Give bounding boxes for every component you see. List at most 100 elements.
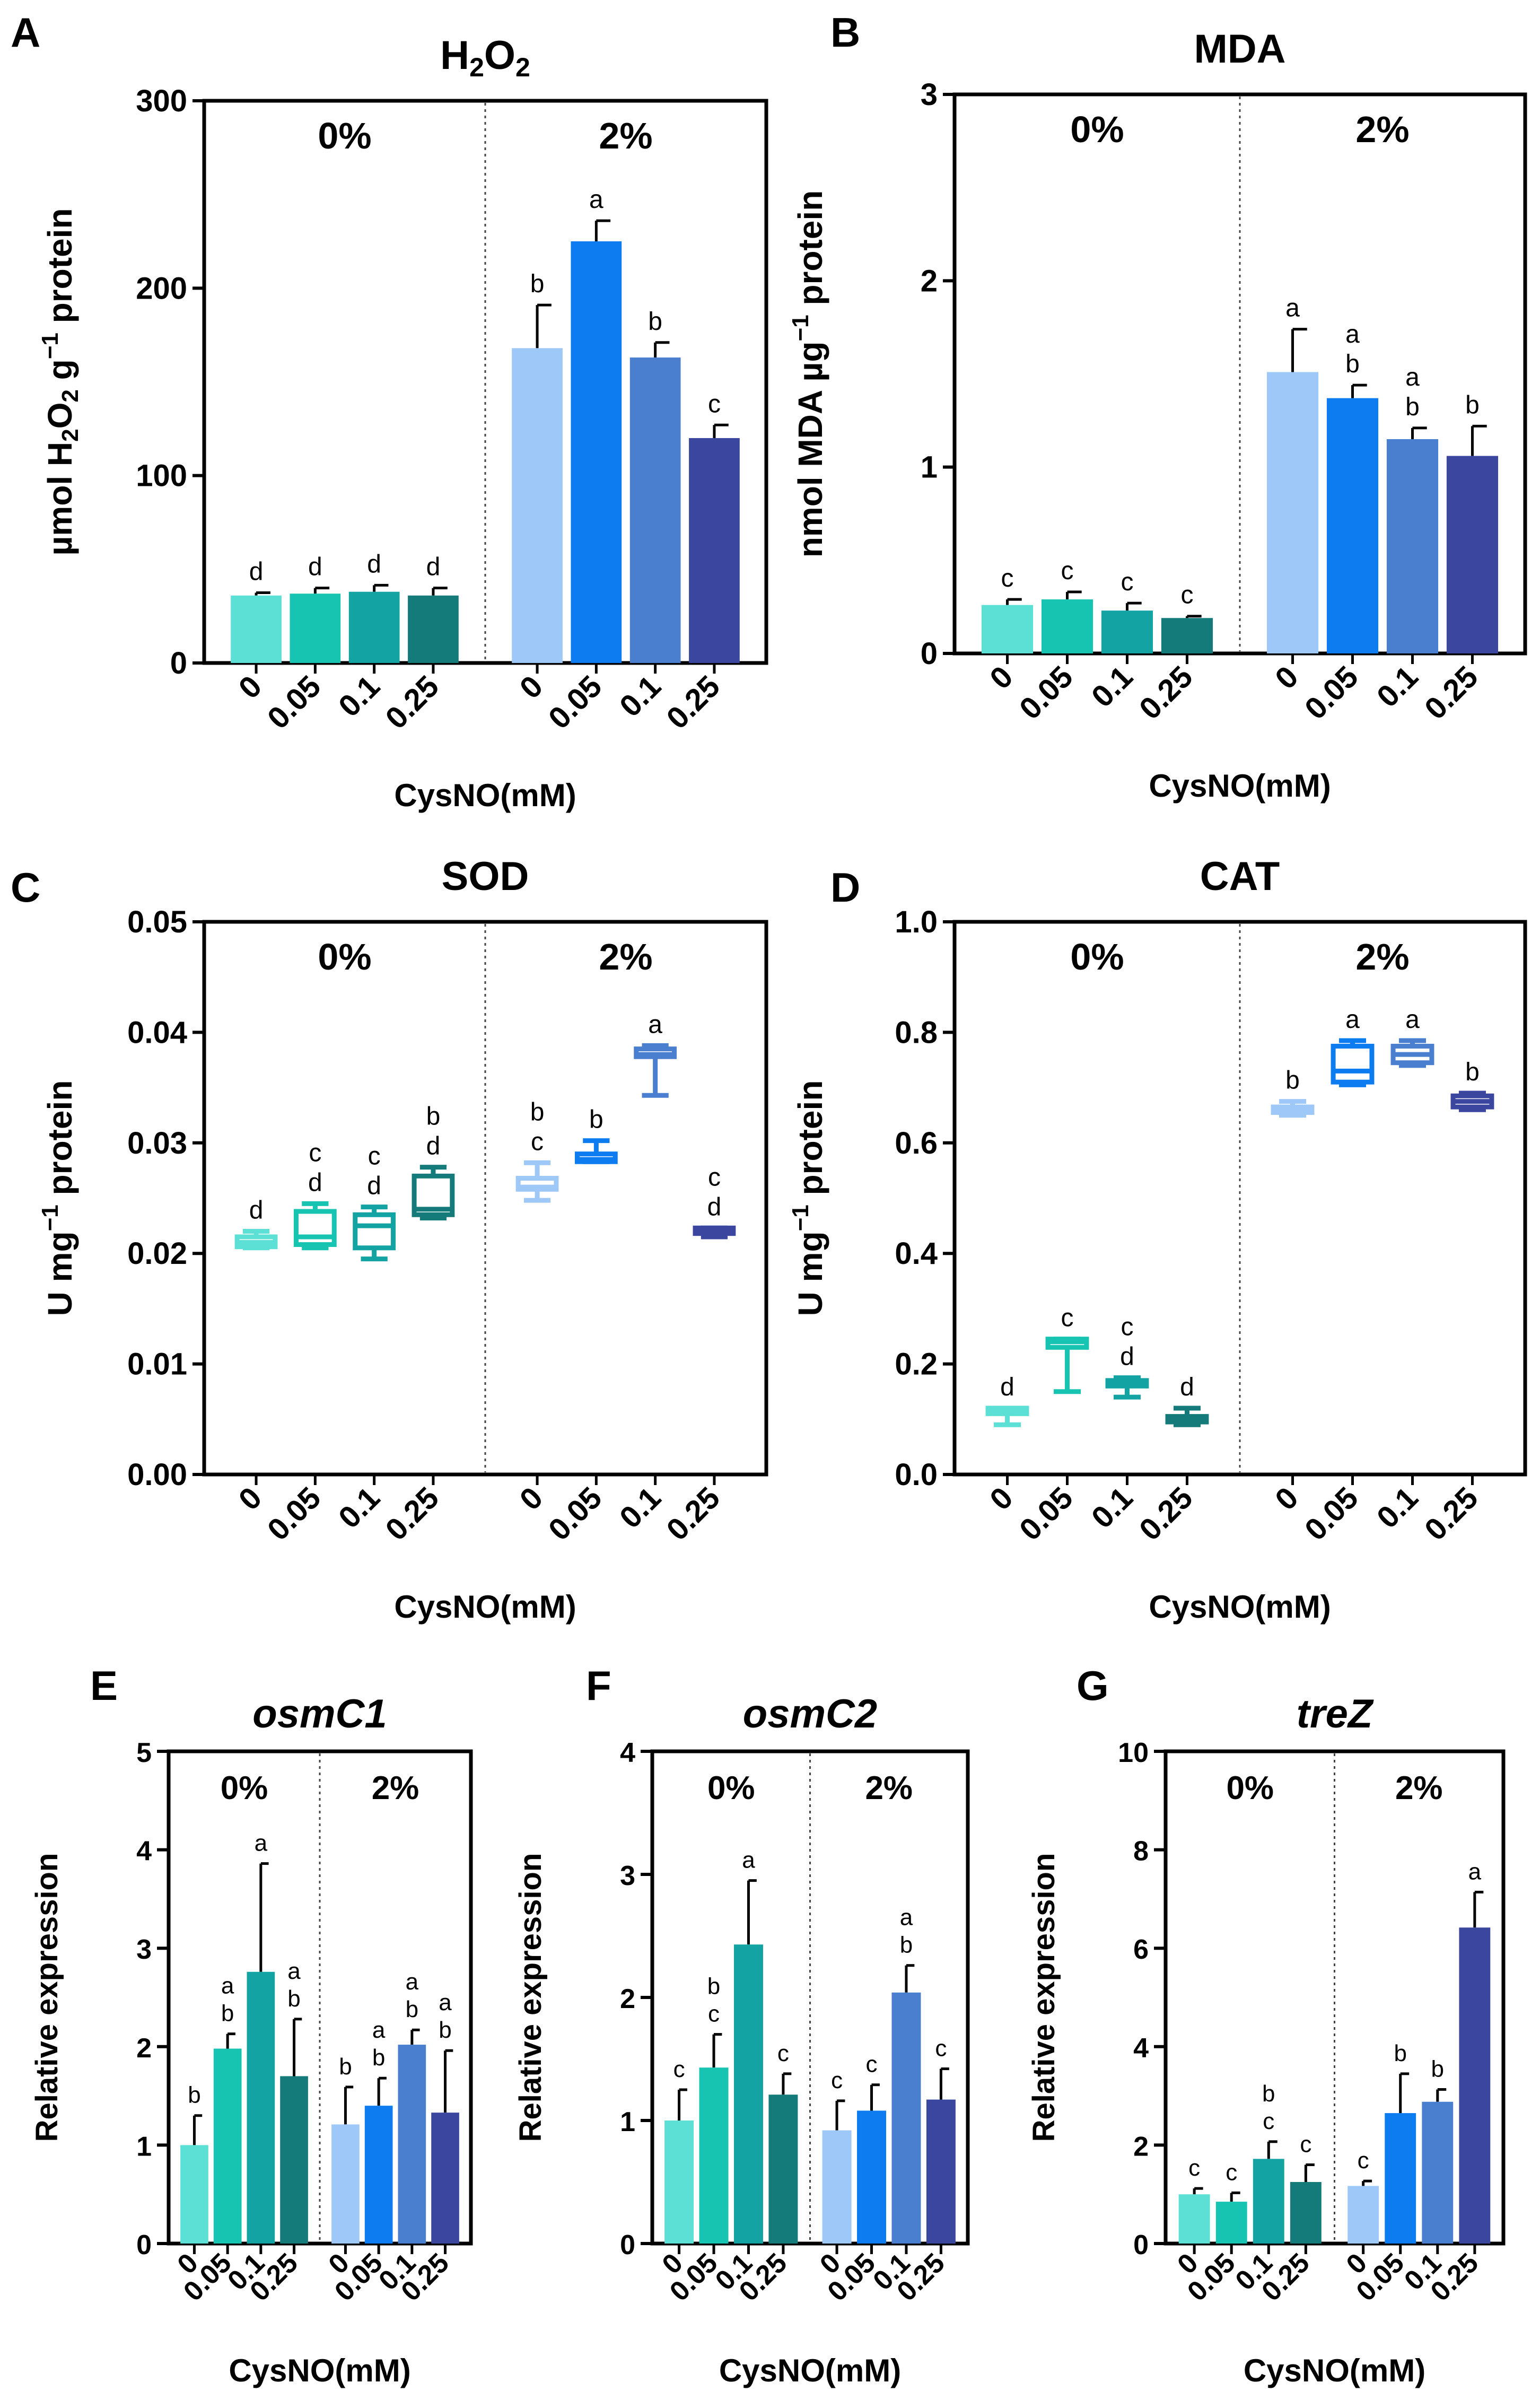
x-tick-label: 0.25 xyxy=(660,1480,727,1547)
plot-frame xyxy=(167,1749,473,2246)
bar xyxy=(768,2094,798,2244)
significance-letter: a xyxy=(1405,363,1420,391)
significance-letter: c xyxy=(708,1163,721,1191)
group-label-0: 0% xyxy=(318,936,371,978)
panel-letter: F xyxy=(586,1662,611,1709)
x-tick-label: 0.25 xyxy=(1418,659,1485,726)
bar xyxy=(1348,2186,1379,2244)
bar xyxy=(1266,372,1319,653)
significance-letter: a xyxy=(439,1989,452,2015)
bar xyxy=(857,2110,887,2244)
y-tick-label: 2 xyxy=(1133,2131,1149,2162)
significance-letter: b xyxy=(1345,350,1360,378)
x-tick-label: 0.05 xyxy=(542,669,609,736)
x-axis-label: CysNO(mM) xyxy=(229,2353,410,2388)
bar xyxy=(364,2106,393,2244)
y-tick-label: 6 xyxy=(1133,1934,1149,1965)
plot-frame xyxy=(650,1749,970,2246)
y-tick-label: 100 xyxy=(136,459,187,493)
significance-letter: b xyxy=(426,1103,441,1131)
y-axis-label: Relative expression xyxy=(30,1853,64,2142)
x-tick-label: 0.25 xyxy=(379,669,445,736)
x-tick-label: 0 xyxy=(513,669,549,705)
significance-letter: b xyxy=(406,1996,418,2022)
y-tick-label: 0 xyxy=(620,2230,635,2261)
y-tick-label: 0.05 xyxy=(127,905,187,939)
y-tick-label: 1 xyxy=(921,450,938,485)
significance-letter: a xyxy=(406,1969,419,1995)
bar xyxy=(231,595,282,663)
significance-letter: b xyxy=(1394,2040,1406,2066)
significance-letter: b xyxy=(221,2001,234,2027)
significance-letter: b xyxy=(439,2017,451,2043)
significance-letter: c xyxy=(777,2040,789,2066)
significance-letter: a xyxy=(1468,1858,1482,1884)
significance-letter: c xyxy=(1121,568,1133,596)
group-label-1: 2% xyxy=(1355,936,1409,978)
y-tick-label: 0 xyxy=(921,636,938,671)
y-tick-label: 300 xyxy=(136,84,187,118)
x-tick-label: 0 xyxy=(232,669,268,705)
plot-frame xyxy=(952,920,1527,1477)
significance-letter: b xyxy=(1465,391,1480,419)
bar xyxy=(891,1992,921,2244)
y-axis-label: U mg−1 protein xyxy=(788,1080,829,1316)
x-tick-label: 0.05 xyxy=(1298,659,1365,726)
box xyxy=(353,1212,396,1251)
significance-letter: b xyxy=(339,2054,352,2080)
x-tick-label: 0.1 xyxy=(1085,1480,1140,1535)
significance-letter: a xyxy=(221,1973,234,1999)
y-tick-label: 0.00 xyxy=(127,1458,187,1492)
bar xyxy=(571,241,622,663)
box xyxy=(1331,1043,1375,1085)
significance-letter: b xyxy=(530,270,545,298)
bar xyxy=(1161,618,1213,653)
significance-letter: b xyxy=(1262,2081,1275,2107)
significance-letter: b xyxy=(707,1974,720,2000)
group-label-0: 0% xyxy=(1070,936,1124,978)
bar xyxy=(213,2048,242,2244)
bar xyxy=(822,2130,852,2244)
ylabel-superscript: −1 xyxy=(788,315,813,341)
x-tick-label: 0.25 xyxy=(1418,1480,1485,1547)
significance-letter: c xyxy=(1180,581,1193,609)
bar xyxy=(1178,2194,1210,2244)
y-axis-label: Relative expression xyxy=(513,1853,548,2142)
plot-frame xyxy=(202,920,768,1477)
ylabel-part: g xyxy=(41,359,79,389)
y-tick-label: 0 xyxy=(170,646,187,680)
significance-letter: d xyxy=(707,1193,722,1221)
ylabel-superscript: −1 xyxy=(788,1205,813,1231)
y-tick-label: 4 xyxy=(620,1738,635,1768)
y-tick-label: 3 xyxy=(620,1861,635,1891)
chart-title: MDA xyxy=(1194,27,1285,72)
bar xyxy=(431,2113,459,2244)
y-tick-label: 4 xyxy=(1133,2033,1149,2064)
significance-letter: c xyxy=(531,1128,544,1156)
significance-letter: b xyxy=(188,2082,200,2108)
bar xyxy=(408,595,459,663)
y-tick-label: 2 xyxy=(136,2033,152,2064)
chart-title: treZ xyxy=(1297,1691,1374,1736)
x-tick-label: 0.25 xyxy=(660,669,727,736)
bar xyxy=(398,2045,426,2244)
x-tick-label: 0.1 xyxy=(613,669,668,723)
bar xyxy=(1101,610,1153,653)
y-tick-label: 0.02 xyxy=(127,1236,187,1271)
significance-letter: c xyxy=(1061,1304,1074,1332)
bar xyxy=(664,2120,694,2244)
x-axis-label: CysNO(mM) xyxy=(1244,2353,1425,2388)
significance-letter: d xyxy=(1000,1373,1014,1401)
significance-letter: d xyxy=(308,553,322,581)
y-tick-label: 0 xyxy=(136,2230,152,2261)
significance-letter: d xyxy=(1120,1343,1134,1371)
group-label-0: 0% xyxy=(707,1770,755,1806)
significance-letter: d xyxy=(367,1172,381,1200)
x-tick-label: 0 xyxy=(513,1480,549,1517)
y-tick-label: 3 xyxy=(136,1934,152,1965)
box xyxy=(293,1209,337,1247)
x-tick-label: 0 xyxy=(232,1480,268,1517)
plot-frame xyxy=(1163,1749,1506,2246)
plot-frame xyxy=(202,99,768,665)
x-tick-label: 0.1 xyxy=(332,669,387,723)
